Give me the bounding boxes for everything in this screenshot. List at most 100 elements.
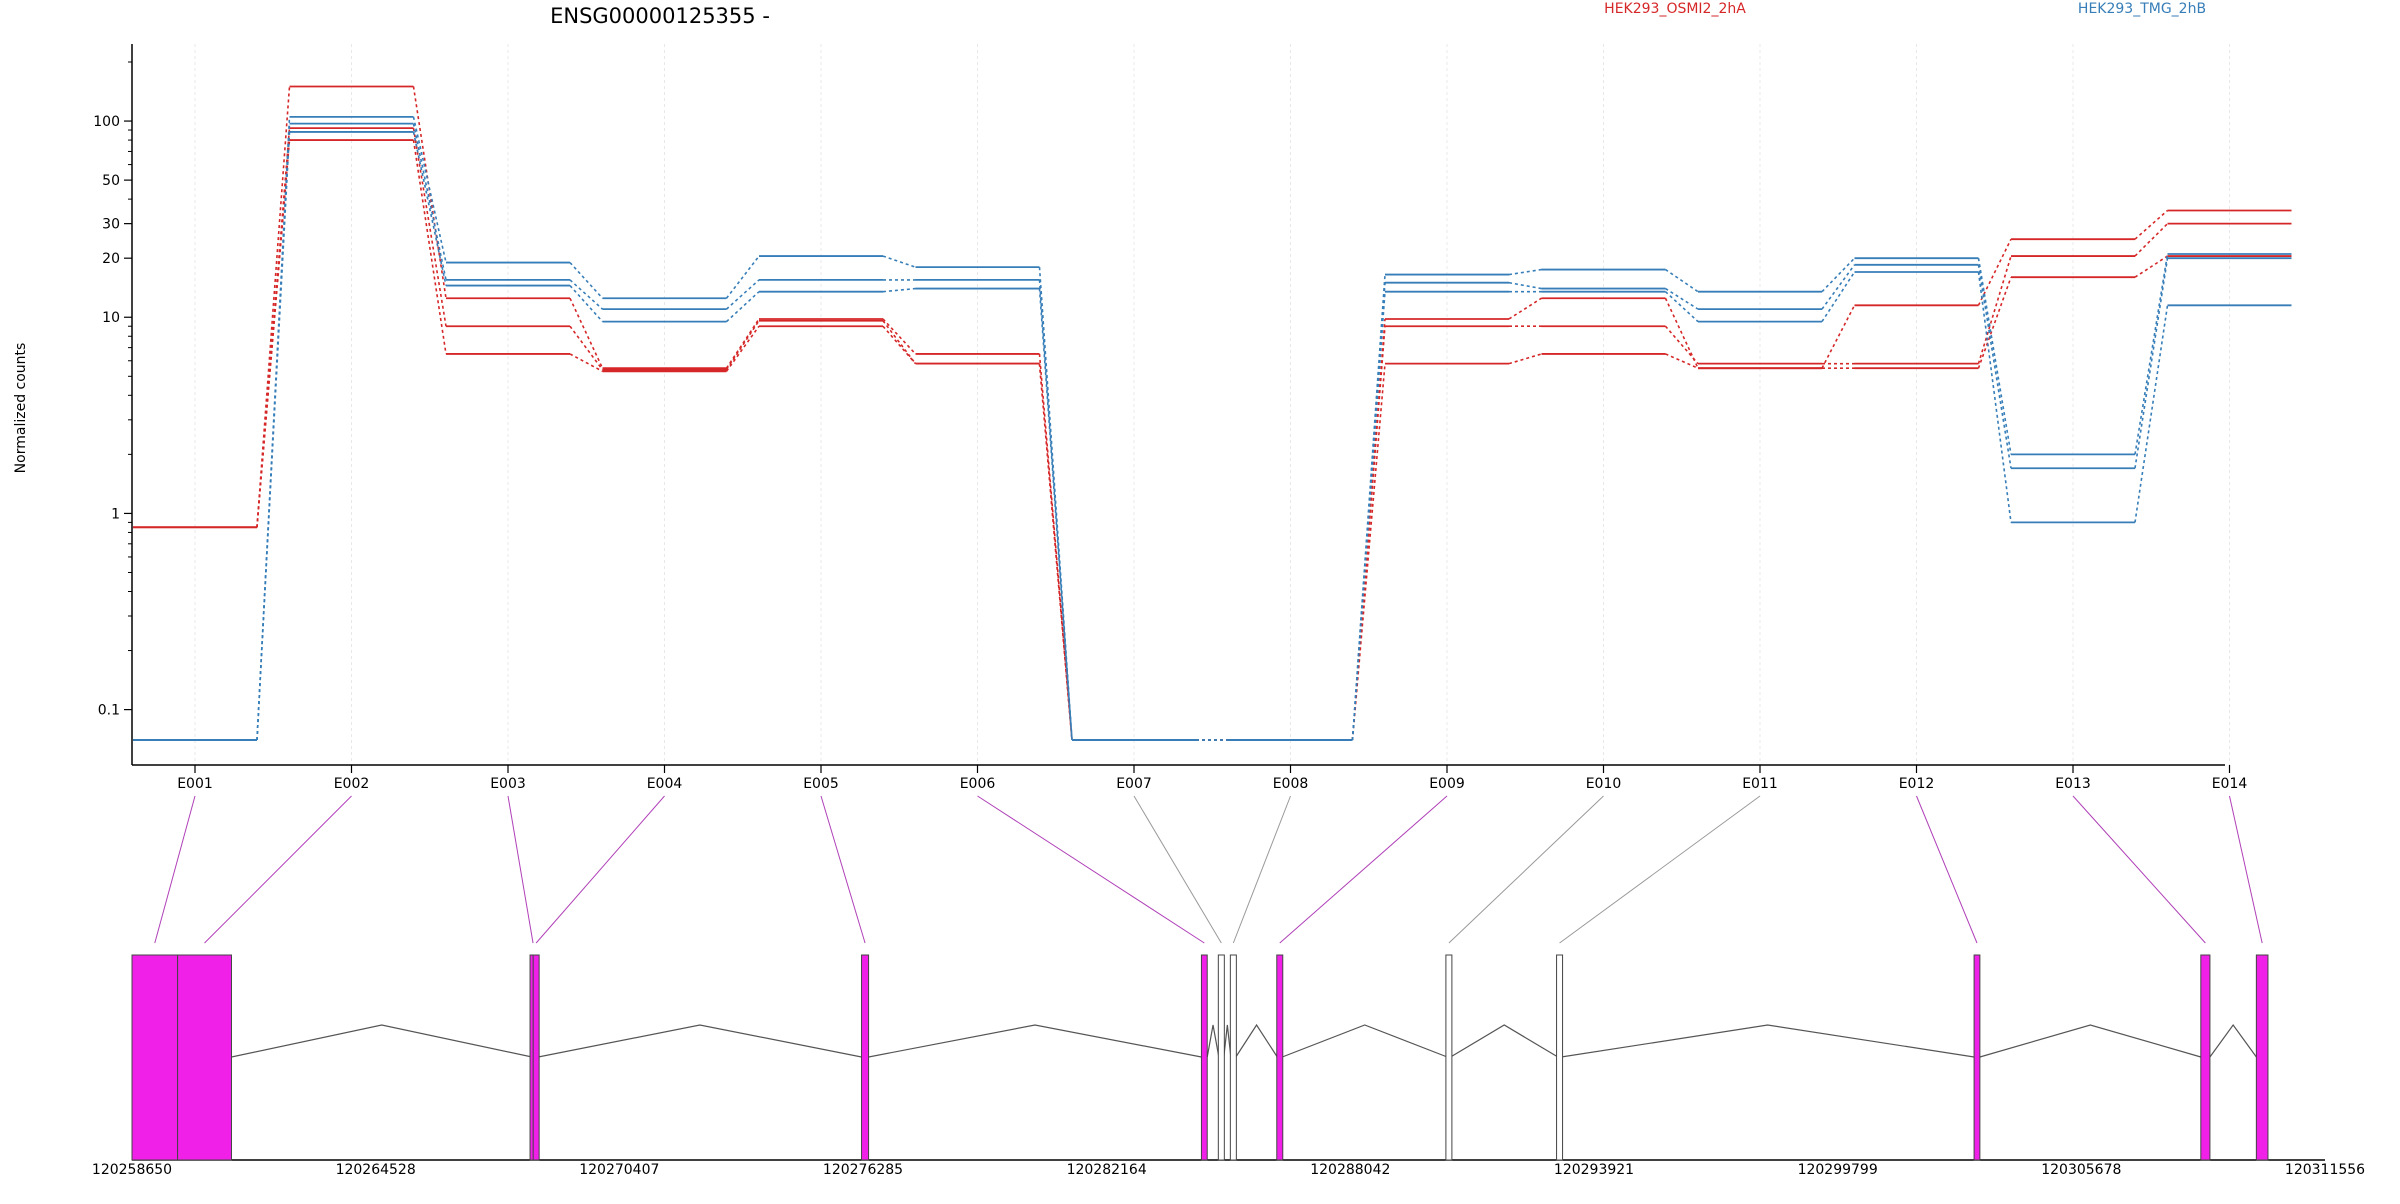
x-tick-label: E002 — [334, 776, 370, 792]
genomic-coordinate-label: 120264528 — [336, 1162, 416, 1178]
intron-line — [538, 1024, 862, 1058]
connector-segment — [725, 279, 760, 310]
connector-segment — [1977, 276, 2012, 369]
y-tick-label: 100 — [93, 114, 120, 130]
exon-e004 — [532, 954, 540, 1161]
series-3 — [133, 139, 2292, 741]
genomic-coordinate-label: 120258650 — [92, 1162, 172, 1178]
x-tick-label: E008 — [1273, 776, 1309, 792]
connector-segment — [569, 279, 604, 310]
connector-segment — [1508, 353, 1542, 365]
connector-segment — [256, 140, 291, 528]
y-tick-label: 10 — [102, 310, 120, 326]
connector-segment — [2134, 305, 2169, 523]
series-4 — [133, 116, 2292, 741]
series-6 — [133, 131, 2292, 741]
connector-segment — [2134, 253, 2169, 455]
genomic-coordinate-label: 120311556 — [2285, 1162, 2365, 1178]
connector-segment — [412, 131, 447, 286]
text-layer: ENSG00000125355 - HEK293_OSMI2_2hA HEK29… — [13, 1, 2206, 473]
connector-segment — [2134, 258, 2169, 469]
connector-segment — [1351, 291, 1386, 741]
intron-line — [1206, 1024, 1220, 1058]
connector-segment — [569, 285, 604, 323]
x-tick-label: E006 — [960, 776, 996, 792]
connector-segment — [1508, 297, 1542, 320]
grid-layer — [194, 44, 2230, 765]
connector-segment — [725, 325, 760, 372]
connector-segment — [1665, 268, 1699, 293]
connector-segment — [1351, 363, 1386, 741]
connector-segment — [1038, 279, 1073, 741]
connector-segment — [2134, 223, 2169, 257]
connector-segment — [1508, 268, 1542, 276]
series-2 — [133, 127, 2292, 741]
exon-e005 — [861, 954, 870, 1161]
series-5 — [133, 122, 2292, 741]
connector-segment — [412, 86, 447, 299]
exon-connector — [2229, 795, 2263, 944]
connector-segment — [1821, 257, 1856, 293]
exon-e011 — [1556, 954, 1564, 1161]
exon-connector — [977, 795, 1205, 944]
exon-e012 — [1973, 954, 1981, 1161]
connector-segment — [1038, 353, 1073, 741]
x-tick-label: E003 — [490, 776, 526, 792]
exon-connector — [1916, 795, 1978, 944]
intron-line — [2209, 1023, 2257, 1058]
genomic-coordinate-label: 120276285 — [823, 1162, 903, 1178]
y-tick-label: 30 — [102, 217, 120, 233]
legend-label-osmi2: HEK293_OSMI2_2hA — [1604, 1, 1746, 17]
connector-segment — [882, 325, 917, 365]
genomic-coordinate-label: 120288042 — [1310, 1162, 1390, 1178]
intron-line — [868, 1024, 1202, 1058]
x-tick-label: E011 — [1742, 776, 1778, 792]
connector-segment — [2134, 255, 2168, 278]
connector-segment — [1508, 281, 1542, 290]
genomic-coordinate-label: 120270407 — [579, 1162, 659, 1178]
intron-line — [1235, 1023, 1278, 1058]
x-tick-label: E012 — [1899, 776, 1935, 792]
exon-connector — [1133, 795, 1222, 944]
genomic-coordinate-label: 120282164 — [1067, 1162, 1147, 1178]
intron-line — [1223, 1024, 1232, 1058]
connector-segment — [1977, 271, 2012, 523]
x-tick-label: E007 — [1116, 776, 1152, 792]
exon-connector — [154, 795, 196, 944]
exon-connector — [204, 795, 352, 944]
connector-segment — [569, 297, 604, 369]
connector-segment — [725, 318, 760, 369]
intron-line — [1450, 1024, 1559, 1058]
connector-segment — [1664, 325, 1699, 365]
x-tick-label: E005 — [803, 776, 839, 792]
exon-e013 — [2200, 954, 2211, 1161]
intron-line — [1979, 1024, 2201, 1058]
exon-connector — [507, 795, 534, 944]
exon-connector — [2072, 795, 2206, 944]
connector-segment — [882, 318, 917, 355]
x-tick-label: E004 — [647, 776, 683, 792]
connector-segment — [882, 287, 916, 293]
y-tick-label: 20 — [102, 251, 120, 267]
exon-connector — [535, 795, 665, 944]
connector-segment — [2134, 209, 2169, 240]
genomic-coordinate-label: 120293921 — [1554, 1162, 1634, 1178]
exon-e010 — [1445, 954, 1453, 1161]
connector-segment — [882, 255, 916, 268]
exon-connector — [1232, 795, 1291, 944]
intron-line — [1282, 1024, 1448, 1058]
series-1 — [133, 85, 2292, 741]
connector-segment — [725, 291, 760, 323]
y-tick-label: 50 — [102, 173, 120, 189]
y-tick-label: 1 — [111, 506, 120, 522]
connector-segment — [1977, 255, 2012, 364]
genomic-coordinate-label: 120305678 — [2041, 1162, 2121, 1178]
legend-label-tmg: HEK293_TMG_2hB — [2078, 1, 2206, 17]
connector-segment — [256, 131, 291, 741]
connector-segment — [1665, 353, 1699, 369]
x-tick-label: E013 — [2055, 776, 2091, 792]
gene-model-layer: 120258650 120264528 120270407 120276285 1202… — [92, 954, 2365, 1178]
connector-segment — [412, 139, 447, 355]
connector-segment — [412, 116, 447, 263]
